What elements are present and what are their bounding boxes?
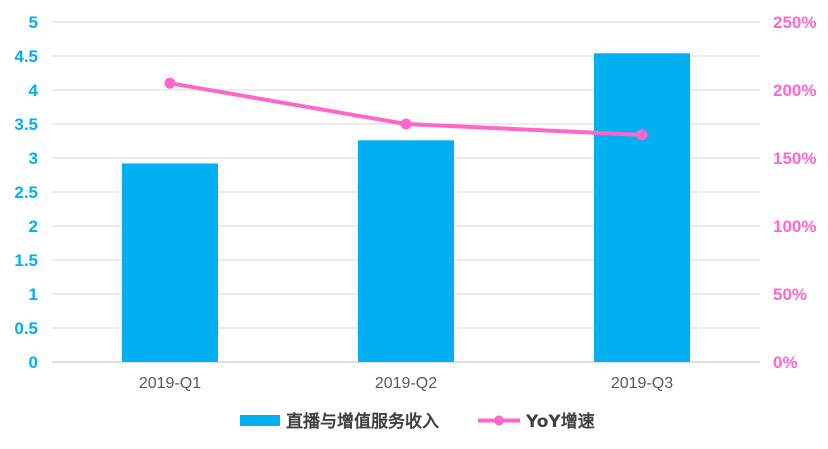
left-tick-label: 1.5 (14, 251, 38, 270)
left-tick-label: 4.5 (14, 47, 38, 66)
left-tick-label: 2.5 (14, 183, 38, 202)
legend-bar-label: 直播与增值服务收入 (286, 411, 439, 432)
right-tick-label: 50% (773, 285, 807, 304)
right-tick-label: 150% (773, 149, 816, 168)
left-tick-label: 1 (29, 285, 38, 304)
line-series (164, 77, 648, 141)
right-tick-label: 250% (773, 13, 816, 32)
bar (122, 163, 218, 362)
right-tick-label: 0% (773, 353, 798, 372)
x-axis: 2019-Q1 2019-Q2 2019-Q3 (139, 375, 673, 392)
bar-series (122, 53, 690, 362)
right-y-axis: 0% 50% 100% 150% 200% 250% (773, 13, 816, 372)
left-tick-label: 4 (29, 81, 39, 100)
line-point (400, 118, 412, 130)
left-y-axis: 0 0.5 1 1.5 2 2.5 3 3.5 4 4.5 5 (14, 13, 38, 372)
left-tick-label: 0 (29, 353, 38, 372)
x-tick-label: 2019-Q1 (139, 375, 201, 392)
legend-line-label: YoY增速 (525, 411, 595, 432)
line-point (636, 129, 648, 141)
line-point (164, 77, 176, 89)
left-tick-label: 0.5 (14, 319, 38, 338)
bar (358, 140, 454, 362)
left-tick-label: 5 (29, 13, 38, 32)
legend-bar-swatch (240, 415, 280, 426)
left-tick-label: 3 (29, 149, 38, 168)
left-tick-label: 2 (29, 217, 38, 236)
right-tick-label: 100% (773, 217, 816, 236)
right-tick-label: 200% (773, 81, 816, 100)
legend: 直播与增值服务收入 YoY增速 (240, 411, 595, 432)
legend-line-marker (494, 415, 504, 426)
bar (594, 53, 690, 362)
left-tick-label: 3.5 (14, 115, 38, 134)
x-tick-label: 2019-Q3 (611, 375, 673, 392)
x-tick-label: 2019-Q2 (375, 375, 437, 392)
